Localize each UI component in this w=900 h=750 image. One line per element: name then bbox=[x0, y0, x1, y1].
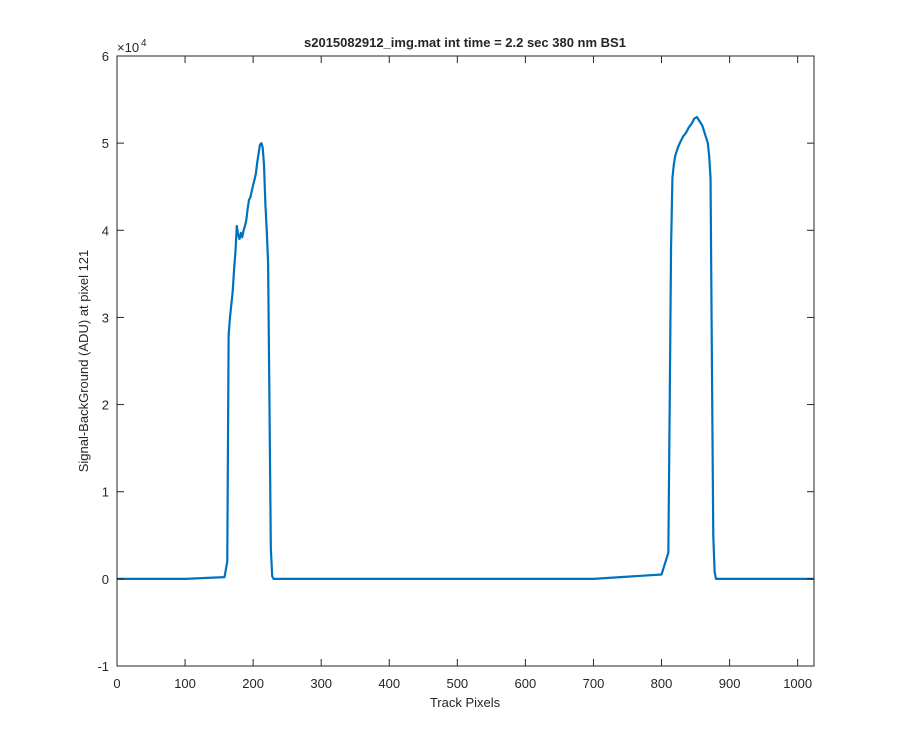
y-tick-label: 6 bbox=[102, 49, 109, 64]
y-tick-label: -1 bbox=[97, 659, 109, 674]
plot-area bbox=[117, 56, 814, 666]
y-tick-label: 3 bbox=[102, 310, 109, 325]
y-tick-label: 1 bbox=[102, 485, 109, 500]
x-tick-label: 300 bbox=[310, 676, 332, 691]
x-tick-label: 600 bbox=[515, 676, 537, 691]
chart-title: s2015082912_img.mat int time = 2.2 sec 3… bbox=[304, 35, 626, 50]
y-tick-label: 5 bbox=[102, 136, 109, 151]
x-axis-label: Track Pixels bbox=[430, 695, 501, 710]
y-tick-label: 0 bbox=[102, 572, 109, 587]
y-multiplier-base: ×10 bbox=[117, 40, 139, 55]
y-multiplier-exponent: 4 bbox=[141, 38, 147, 49]
y-axis-multiplier: ×10 4 bbox=[117, 38, 147, 55]
series-line bbox=[117, 115, 814, 580]
x-tick-label: 1000 bbox=[783, 676, 812, 691]
x-axis-ticks: 0 100 200 300 400 500 600 700 800 900 1000 bbox=[113, 56, 812, 691]
x-tick-label: 200 bbox=[242, 676, 264, 691]
series-layer bbox=[117, 115, 814, 580]
x-tick-label: 100 bbox=[174, 676, 196, 691]
y-tick-label: 2 bbox=[102, 398, 109, 413]
axes-frame bbox=[116, 55, 815, 667]
y-axis-label: Signal-BackGround (ADU) at pixel 121 bbox=[76, 250, 91, 473]
y-tick-label: 4 bbox=[102, 223, 109, 238]
x-tick-label: 900 bbox=[719, 676, 741, 691]
x-tick-label: 500 bbox=[446, 676, 468, 691]
x-tick-label: 0 bbox=[113, 676, 120, 691]
x-tick-label: 400 bbox=[378, 676, 400, 691]
y-axis-ticks: -1 0 1 2 3 4 5 6 bbox=[97, 49, 814, 674]
x-tick-label: 800 bbox=[651, 676, 673, 691]
x-tick-label: 700 bbox=[583, 676, 605, 691]
